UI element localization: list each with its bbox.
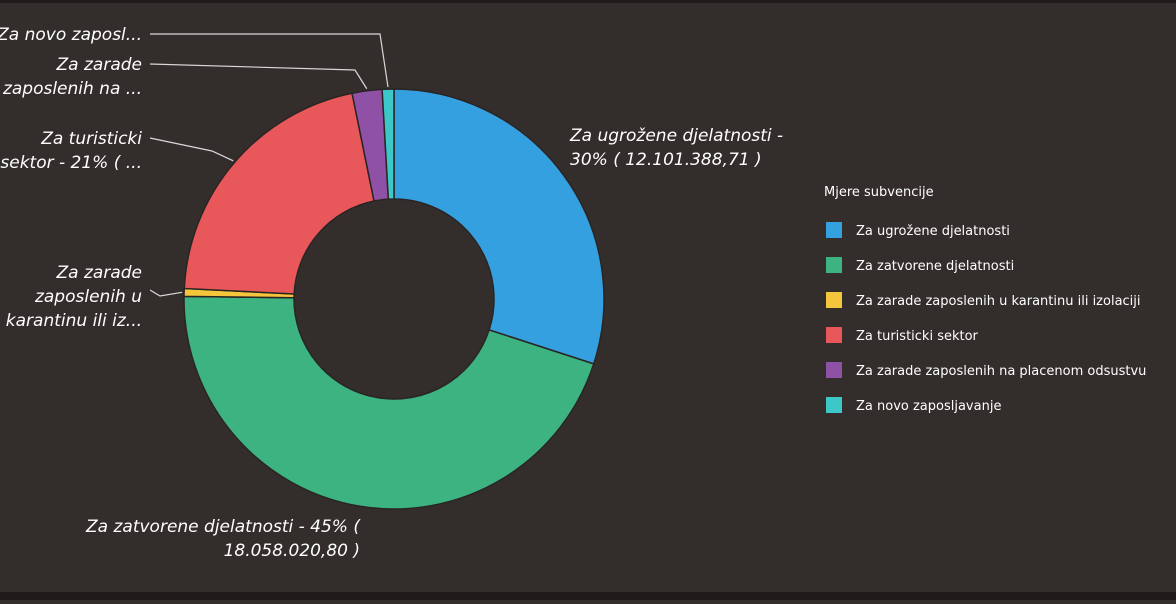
legend: Mjere subvencije Za ugrožene djelatnosti…	[824, 185, 1146, 414]
slice-1[interactable]	[183, 295, 595, 510]
legend-swatch-2	[826, 292, 842, 308]
leader-line-4	[149, 63, 368, 90]
callout-labels: Za ugrožene djelatnosti - 30% ( 12.101.38…	[0, 25, 783, 561]
callout-label-3: Za turisticki sektor - 21% ( ...	[0, 129, 142, 173]
callout-line: zaposlenih na ...	[2, 79, 142, 99]
leader-line-3	[149, 137, 234, 162]
slice-0[interactable]	[393, 88, 605, 365]
callout-label-1: Za zatvorene djelatnosti - 45% ( 18.058.0…	[85, 517, 361, 561]
callout-line: 30% ( 12.101.388,71 )	[570, 150, 762, 170]
callout-line: karantinu ili iz...	[6, 311, 142, 331]
callout-line: Za turisticki	[40, 129, 142, 149]
leader-line-2	[149, 289, 183, 297]
callout-line: 18.058.020,80 )	[224, 541, 360, 561]
leader-line-5	[150, 33, 389, 88]
legend-label-2[interactable]: Za zarade zaposlenih u karantinu ili izo…	[856, 294, 1141, 309]
callout-line: Za zarade	[56, 263, 142, 283]
legend-swatch-0	[826, 222, 842, 238]
callout-line: Za novo zaposl...	[0, 25, 142, 45]
top-border	[0, 0, 1176, 3]
callout-label-2: Za zarade zaposlenih u karantinu ili iz...	[6, 263, 142, 331]
legend-label-3[interactable]: Za turisticki sektor	[856, 329, 979, 344]
callout-line: zaposlenih u	[34, 287, 142, 307]
legend-label-0[interactable]: Za ugrožene djelatnosti	[856, 224, 1010, 239]
legend-label-4[interactable]: Za zarade zaposlenih na placenom odsustv…	[856, 364, 1146, 379]
legend-title: Mjere subvencije	[824, 185, 934, 200]
legend-swatch-1	[826, 257, 842, 273]
legend-swatch-5	[826, 397, 842, 413]
callout-line: Za zarade	[56, 55, 142, 75]
callout-label-0: Za ugrožene djelatnosti - 30% ( 12.101.38…	[569, 126, 783, 170]
bottom-border	[0, 592, 1176, 600]
donut-slices	[183, 88, 605, 510]
legend-swatch-4	[826, 362, 842, 378]
legend-swatch-3	[826, 327, 842, 343]
callout-line: sektor - 21% ( ...	[0, 153, 142, 173]
callout-label-4: Za zarade zaposlenih na ...	[2, 55, 142, 99]
legend-label-5[interactable]: Za novo zaposljavanje	[856, 399, 1001, 414]
slice-5[interactable]	[381, 88, 395, 200]
legend-label-1[interactable]: Za zatvorene djelatnosti	[856, 259, 1014, 274]
callout-label-5: Za novo zaposl...	[0, 25, 142, 45]
slice-3[interactable]	[183, 92, 375, 295]
callout-line: Za ugrožene djelatnosti -	[569, 126, 783, 146]
legend-items: Za ugrožene djelatnosti Za zatvorene djel…	[826, 222, 1146, 414]
callout-leader-lines	[149, 33, 389, 297]
callout-line: Za zatvorene djelatnosti - 45% (	[85, 517, 361, 537]
